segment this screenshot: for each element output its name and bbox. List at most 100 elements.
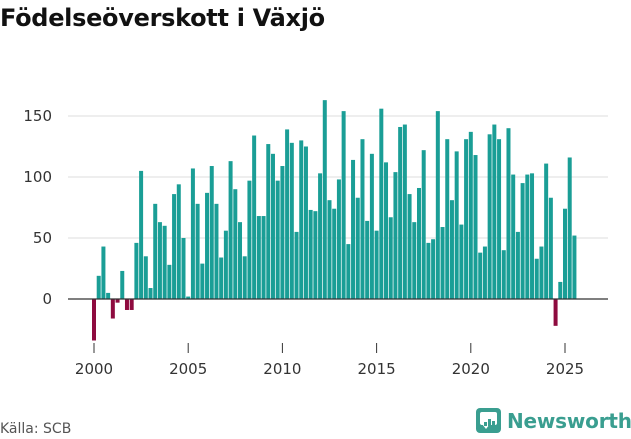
bar — [454, 151, 459, 299]
bar — [318, 173, 323, 299]
bar — [459, 224, 464, 299]
bar — [266, 144, 271, 299]
y-tick-label: 150 — [23, 107, 52, 125]
bar — [129, 299, 134, 310]
bar — [303, 146, 308, 299]
bar — [440, 227, 445, 299]
bar — [468, 131, 473, 299]
y-tick-label: 0 — [42, 290, 52, 308]
bar — [299, 140, 304, 299]
bar — [567, 157, 572, 299]
bar — [365, 220, 370, 299]
bar — [124, 299, 129, 310]
x-tick-label: 2010 — [263, 360, 301, 378]
x-tick-label: 2005 — [169, 360, 207, 378]
bar — [92, 299, 96, 341]
bar — [482, 246, 487, 299]
bar — [369, 153, 374, 299]
bar-chart-speech-icon — [476, 408, 501, 433]
bar — [346, 244, 351, 299]
bar — [242, 256, 247, 299]
bar — [384, 162, 389, 299]
bar — [176, 184, 181, 299]
bar — [435, 111, 440, 300]
bar — [421, 150, 426, 299]
brand-name: Newsworthy — [507, 408, 631, 433]
bars — [92, 100, 577, 341]
bar — [134, 242, 139, 299]
bar — [247, 180, 252, 299]
bar — [497, 139, 502, 299]
bar — [336, 179, 341, 299]
bar — [534, 258, 539, 299]
bar — [322, 100, 327, 299]
bar — [256, 216, 261, 299]
bar — [238, 222, 243, 299]
bar — [332, 208, 337, 299]
bar — [200, 263, 205, 299]
bar — [148, 288, 153, 299]
bar — [270, 153, 275, 299]
bar — [285, 129, 290, 299]
y-tick-label: 100 — [23, 168, 52, 186]
bar — [327, 200, 332, 299]
bar — [478, 252, 483, 299]
bar — [563, 208, 567, 299]
bar — [539, 246, 544, 299]
bar — [553, 299, 558, 326]
bar — [261, 216, 266, 299]
bar — [360, 139, 365, 299]
bar — [416, 187, 421, 299]
y-tick-label: 50 — [33, 229, 52, 247]
bar — [157, 222, 162, 299]
bar — [388, 217, 393, 299]
x-axis-ticks — [93, 343, 566, 353]
bar — [110, 299, 115, 319]
bar — [393, 172, 398, 299]
bar — [544, 163, 549, 299]
y-axis-tick-labels: 0 50 100 150 — [23, 107, 52, 308]
bar — [445, 139, 450, 299]
bar — [398, 126, 403, 299]
bar — [190, 168, 195, 299]
bar — [487, 134, 492, 299]
bar — [233, 189, 238, 299]
bar — [228, 161, 233, 299]
x-tick-label: 2025 — [546, 360, 584, 378]
bar — [167, 264, 172, 299]
bar — [355, 197, 360, 299]
bar — [525, 174, 530, 299]
bar — [205, 192, 210, 299]
bar — [219, 257, 224, 299]
bar — [374, 230, 379, 299]
x-tick-label: 2020 — [452, 360, 490, 378]
bar — [153, 203, 158, 299]
bar — [407, 194, 412, 299]
bar — [96, 275, 101, 299]
bar — [313, 211, 318, 299]
bar — [209, 166, 214, 299]
chart-title: Födelseöverskott i Växjö — [0, 4, 325, 32]
bar — [464, 139, 469, 299]
x-tick-label: 2000 — [75, 360, 113, 378]
bar — [252, 135, 257, 299]
bar — [294, 231, 299, 299]
bar — [426, 242, 431, 299]
bar — [402, 124, 407, 299]
bar — [515, 231, 520, 299]
bar — [506, 128, 511, 299]
bar — [431, 239, 436, 299]
bar — [101, 246, 106, 299]
x-axis-tick-labels: 2000 2005 2010 2015 2020 2025 — [75, 360, 584, 378]
bar — [412, 222, 417, 299]
bar — [530, 173, 535, 299]
bar — [120, 270, 125, 299]
bar — [341, 111, 346, 300]
bar — [501, 250, 506, 299]
bar — [139, 170, 144, 299]
bar — [214, 203, 219, 299]
bar — [115, 299, 120, 303]
bar — [473, 155, 478, 299]
bar — [520, 183, 525, 299]
